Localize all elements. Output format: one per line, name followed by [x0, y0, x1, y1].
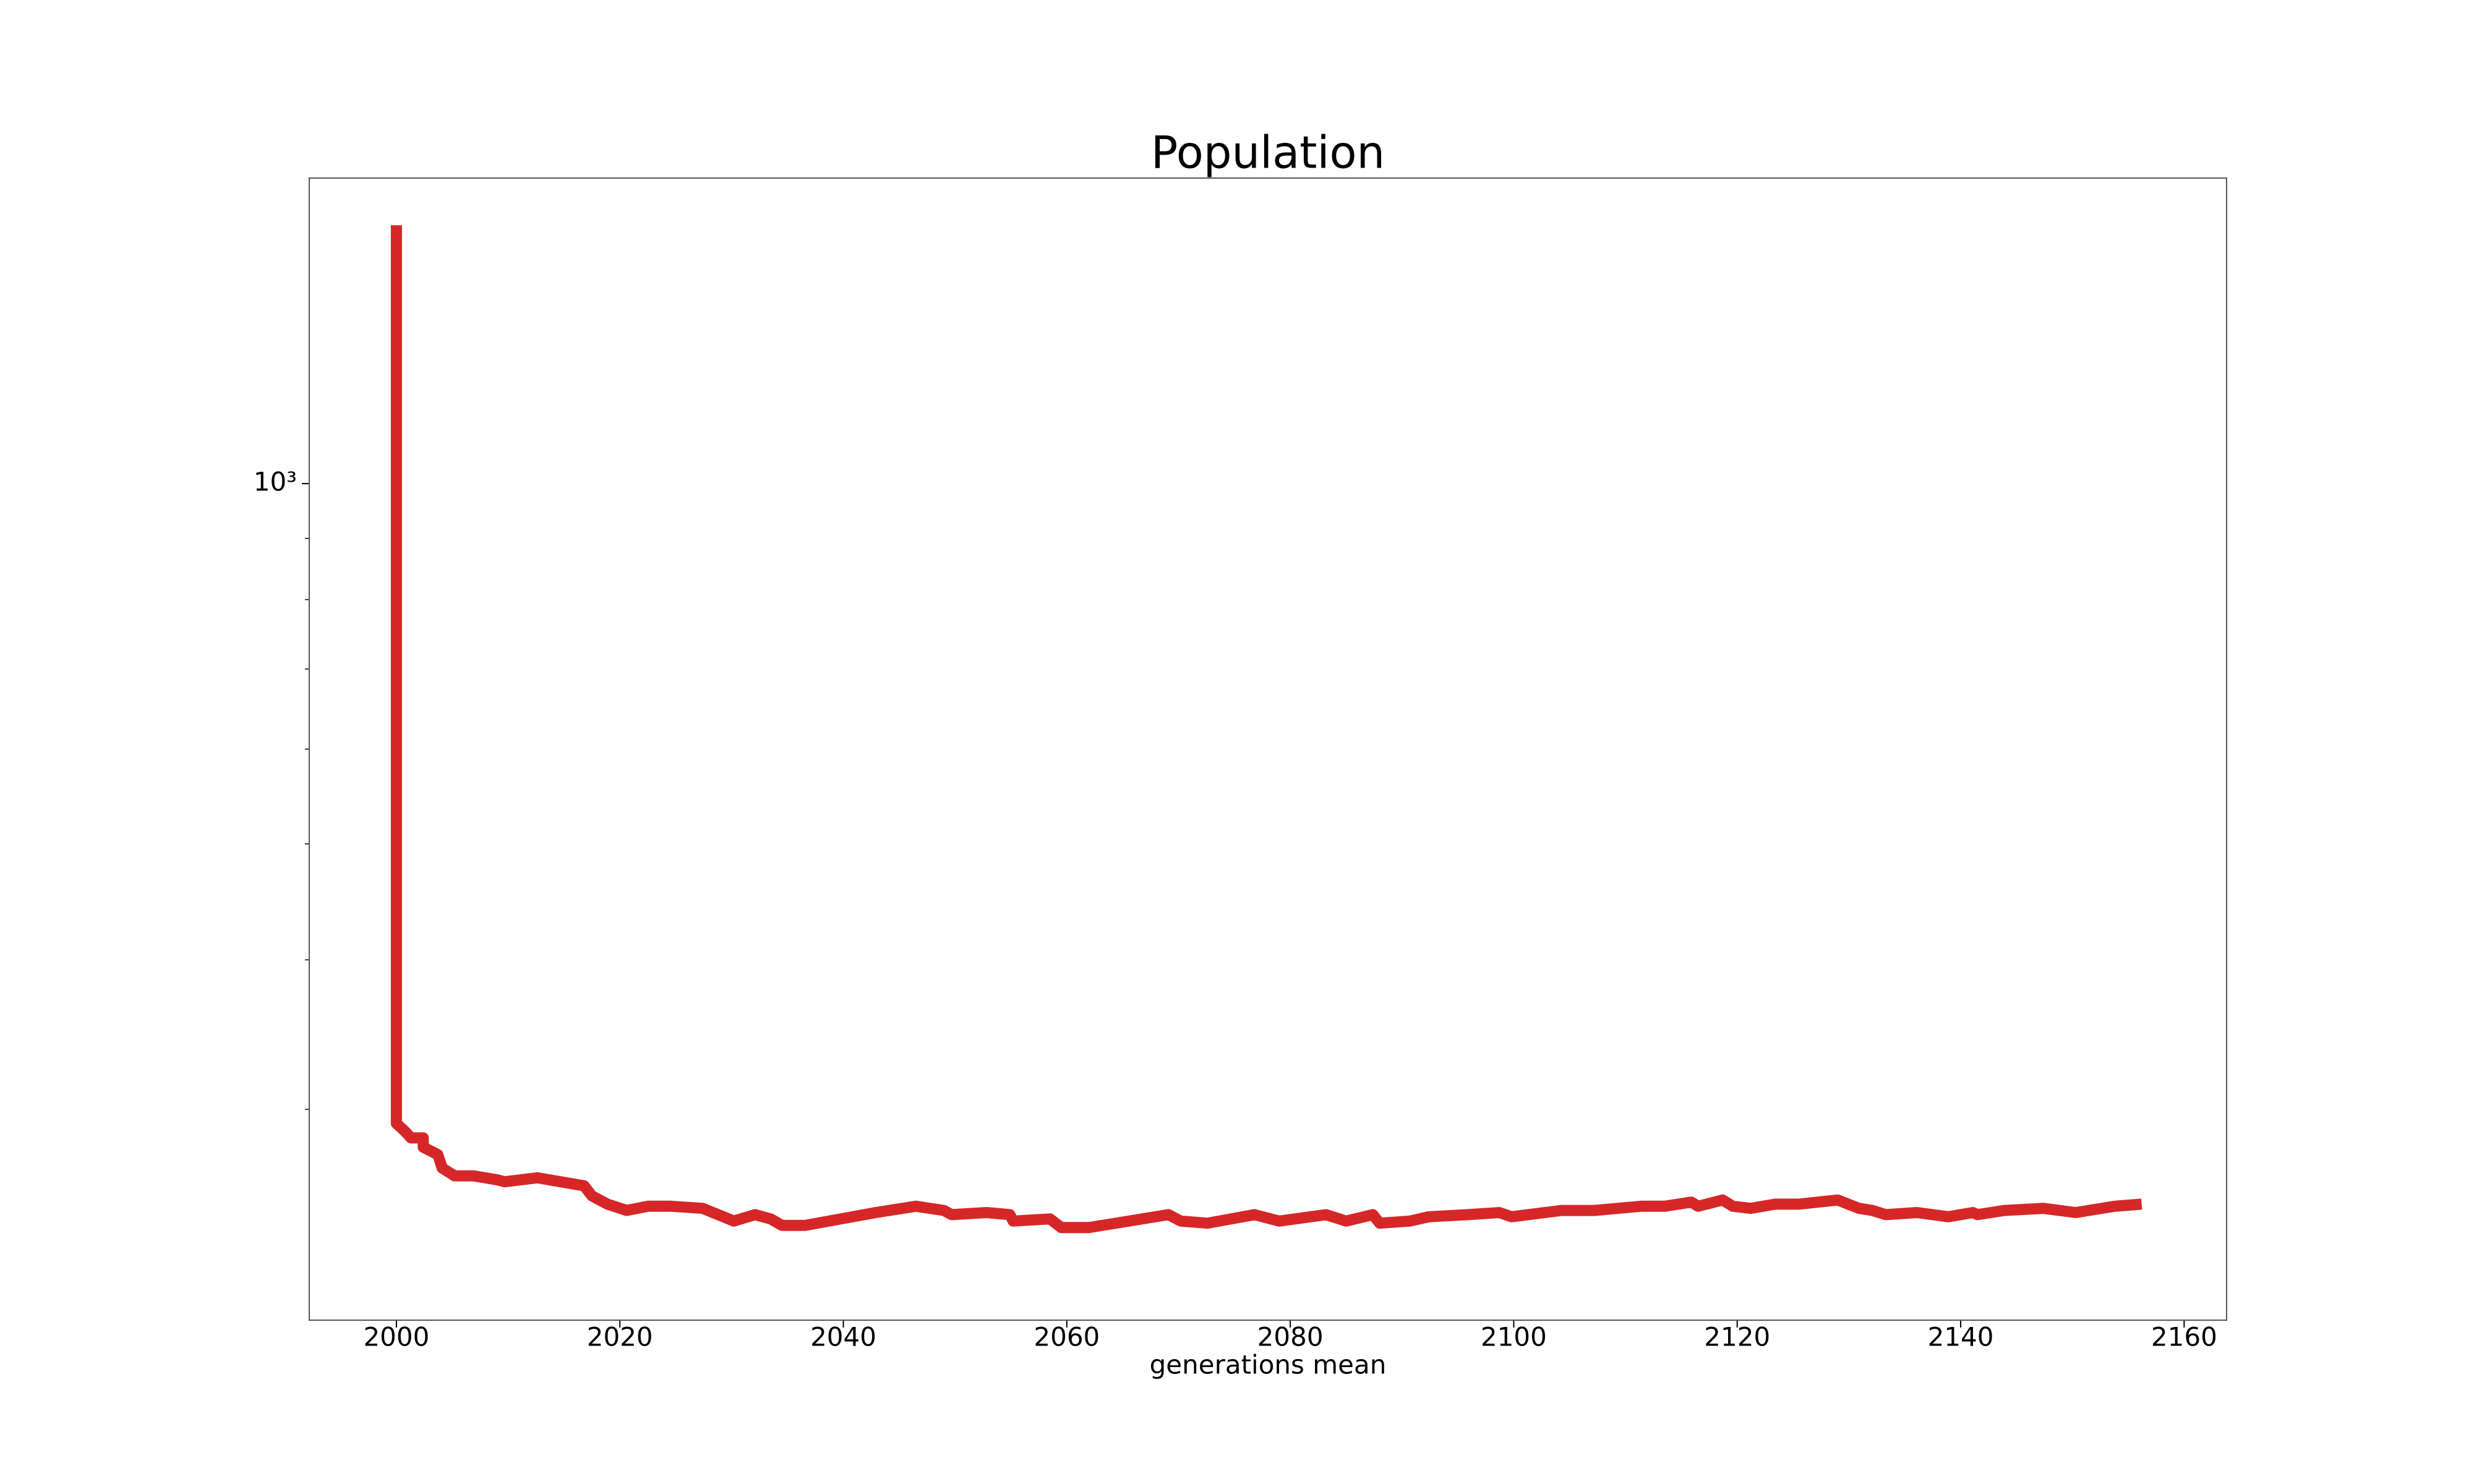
x-tick-label: 2040 [810, 1322, 876, 1352]
x-tick-label: 2000 [363, 1322, 429, 1352]
plot-frame [309, 177, 2227, 1321]
x-axis-label: generations mean [1150, 1350, 1387, 1380]
x-tick-label: 2020 [587, 1322, 653, 1352]
x-tick-label: 2100 [1481, 1322, 1547, 1352]
y-tick-label: 10³ [254, 467, 297, 497]
x-tick-label: 2160 [2151, 1322, 2217, 1352]
x-tick-label: 2080 [1257, 1322, 1324, 1352]
x-tick-label: 2120 [1704, 1322, 1770, 1352]
chart-title: Population [1151, 127, 1385, 179]
series-line [390, 225, 2142, 1234]
x-tick-label: 2140 [1928, 1322, 1994, 1352]
x-tick-label: 2060 [1034, 1322, 1100, 1352]
